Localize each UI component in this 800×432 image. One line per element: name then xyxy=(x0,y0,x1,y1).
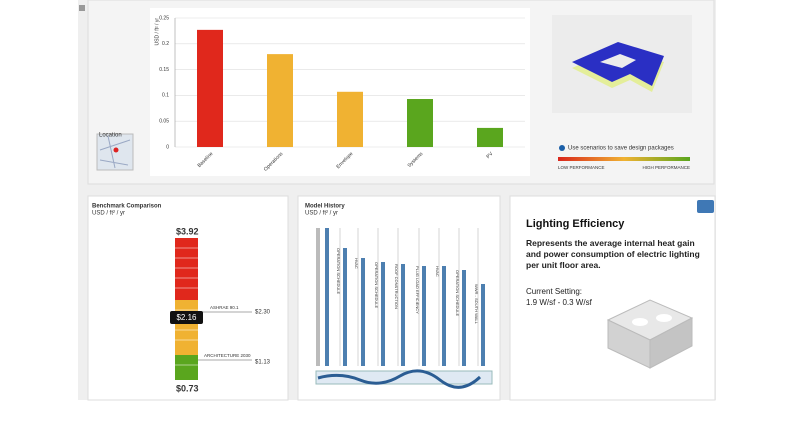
x-tick-label: PV xyxy=(485,151,494,160)
current-value: $2.16 xyxy=(176,313,197,322)
bar xyxy=(477,127,503,147)
history-step: WWR - SOUTH WALL xyxy=(474,284,479,325)
history-bar xyxy=(325,228,329,366)
ref-value: $2.30 xyxy=(255,310,271,316)
ref-name: ARCHITECTURE 2030 xyxy=(204,353,251,358)
history-bar xyxy=(481,284,485,366)
setting-value: 1.9 W/sf - 0.3 W/sf xyxy=(526,298,593,307)
history-step: OPERATION SCHEDULE xyxy=(336,248,341,294)
lighting-panel xyxy=(509,195,716,401)
history-step: ROOF CONSTRUCTION xyxy=(394,264,399,309)
history-panel xyxy=(297,195,501,401)
history-bar xyxy=(343,248,347,366)
menu-icon[interactable] xyxy=(79,5,85,11)
y-tick-label: 0.05 xyxy=(159,119,169,125)
lighting-title: Lighting Efficiency xyxy=(526,218,625,230)
y-tick-label: 0.15 xyxy=(159,67,169,73)
gauge-orange xyxy=(175,300,198,355)
high-label: HIGH PERFORMANCE xyxy=(642,165,690,170)
map-pin xyxy=(113,147,119,153)
benchmark-title: Benchmark Comparison xyxy=(92,204,162,210)
history-baseline xyxy=(316,228,320,366)
history-title: Model History xyxy=(305,204,345,210)
info-icon xyxy=(559,145,565,151)
y-tick-label: 0.25 xyxy=(159,15,169,21)
history-step: OPERATION SCHEDULE xyxy=(374,262,379,308)
history-step: HVAC xyxy=(354,258,359,269)
history-bar xyxy=(401,264,405,366)
bar xyxy=(267,54,293,148)
history-spark xyxy=(317,369,482,389)
room-wall xyxy=(649,317,693,369)
light-spot xyxy=(632,318,648,326)
bar xyxy=(407,99,433,147)
map-roads xyxy=(99,135,131,169)
gauge-red xyxy=(175,238,198,300)
y-tick-label: 0 xyxy=(166,144,169,150)
low-label: LOW PERFORMANCE xyxy=(558,165,605,170)
benchmark-unit: USD / ft² / yr xyxy=(92,211,125,217)
y-tick-label: 0.2 xyxy=(162,41,169,47)
benchmark-max: $3.92 xyxy=(176,226,199,236)
y-axis-label: USD / ft² / yr xyxy=(154,18,160,46)
history-bar xyxy=(422,266,426,366)
ref-name: ASHRAE 90.1 xyxy=(210,305,239,310)
performance-scale xyxy=(558,157,690,161)
history-bars: OPERATION SCHEDULE HVAC OPERATION SCHEDULE… xyxy=(336,228,485,366)
building-court xyxy=(600,54,636,68)
legend-hint: Use scenarios to save design packages xyxy=(568,146,674,152)
history-step: PLUG LOAD EFFICIENCY xyxy=(415,266,420,314)
y-tick-label: 0.1 xyxy=(162,93,169,99)
setting-label: Current Setting: xyxy=(526,287,582,296)
ref-value: $1.13 xyxy=(255,360,271,366)
location-label: Location xyxy=(99,133,122,139)
panel-icon[interactable] xyxy=(697,200,714,213)
history-bar xyxy=(381,262,385,366)
bar xyxy=(197,29,223,148)
history-unit: USD / ft² / yr xyxy=(305,211,338,217)
history-step: OPERATION SCHEDULE xyxy=(455,270,460,316)
current-tag xyxy=(170,311,203,324)
history-bar xyxy=(462,270,466,366)
bar xyxy=(337,91,363,147)
history-step: HVAC xyxy=(435,266,440,277)
gauge-green xyxy=(175,355,198,380)
history-bar xyxy=(361,258,365,366)
lighting-description: Represents the average internal heat gai… xyxy=(526,238,700,270)
light-spot xyxy=(656,314,672,322)
history-bar xyxy=(442,266,446,366)
benchmark-min: $0.73 xyxy=(176,383,199,393)
